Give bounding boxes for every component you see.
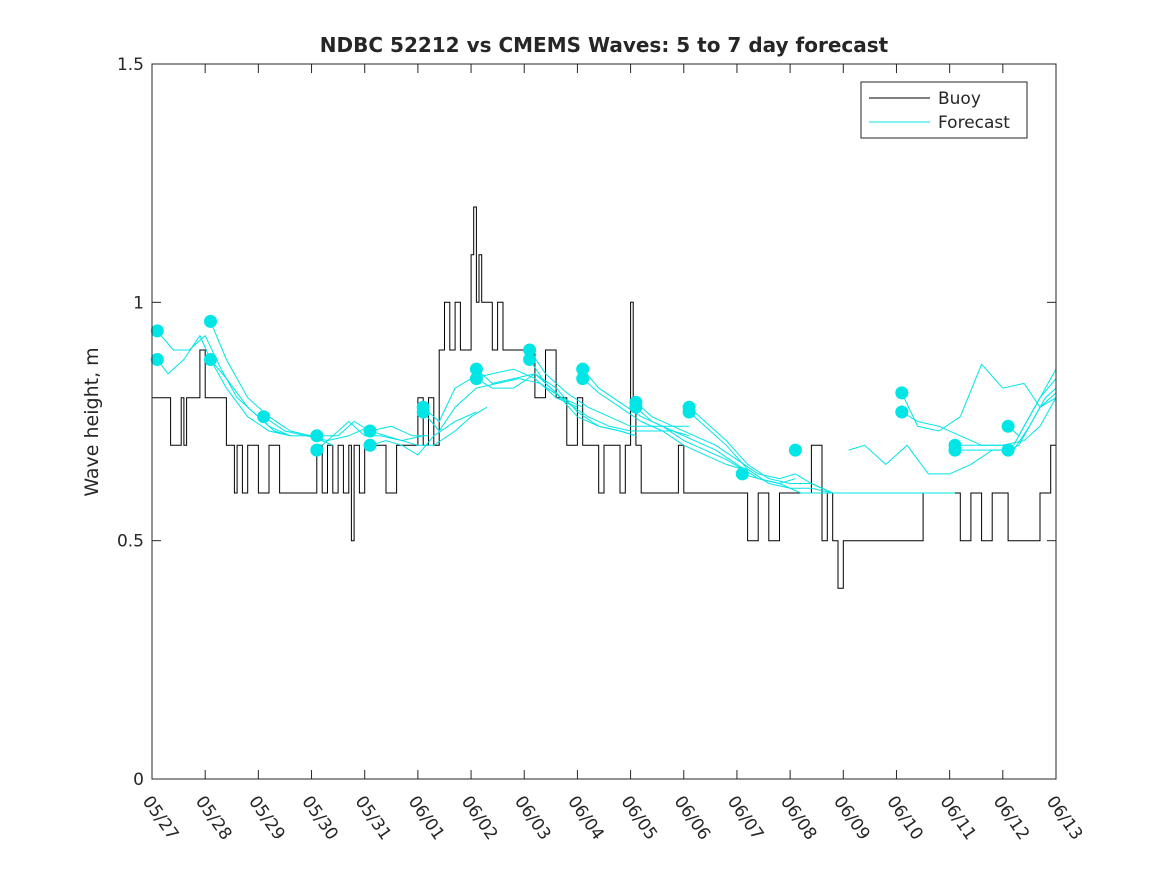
forecast-start-marker-18 bbox=[629, 400, 643, 414]
x-tick-label: 06/01 bbox=[404, 792, 448, 844]
forecast-start-marker-3 bbox=[204, 353, 217, 366]
axis-ticks: 00.511.505/27 05/28 05/29 05/30 05/31 06/01 06… bbox=[117, 55, 1086, 844]
forecast-start-marker-0 bbox=[150, 324, 164, 338]
forecast-start-marker-11 bbox=[469, 362, 483, 376]
legend: Buoy Forecast bbox=[860, 81, 1028, 139]
forecast-series-line-16 bbox=[582, 368, 743, 470]
forecast-series-line-15 bbox=[529, 359, 690, 437]
x-tick-label: 06/07 bbox=[723, 792, 767, 844]
forecast-start-marker-4 bbox=[257, 410, 271, 424]
forecast-start-marker-27 bbox=[1001, 419, 1015, 433]
forecast-series-line-18 bbox=[635, 402, 796, 480]
plot-area bbox=[150, 206, 1057, 589]
buoy-series-line bbox=[152, 206, 1057, 589]
x-tick-label: 06/05 bbox=[616, 792, 660, 844]
x-tick-label: 06/12 bbox=[989, 792, 1033, 844]
x-tick-label: 06/08 bbox=[776, 792, 820, 844]
forecast-series-line-9 bbox=[369, 411, 477, 456]
forecast-start-marker-15 bbox=[576, 362, 590, 376]
forecast-start-marker-26 bbox=[948, 443, 962, 457]
forecast-start-marker-7 bbox=[363, 424, 377, 438]
x-tick-label: 06/09 bbox=[829, 792, 873, 844]
forecast-series-line-14 bbox=[529, 349, 690, 427]
forecast-start-marker-16 bbox=[576, 372, 590, 386]
y-tick-label: 0 bbox=[133, 770, 144, 790]
forecast-start-marker-21 bbox=[735, 467, 749, 481]
x-tick-label: 06/06 bbox=[670, 792, 714, 844]
forecast-start-marker-13 bbox=[523, 343, 537, 357]
forecast-series-line-24 bbox=[848, 444, 1009, 475]
x-tick-label: 05/29 bbox=[244, 792, 288, 844]
x-tick-label: 06/11 bbox=[936, 792, 980, 844]
x-tick-label: 05/27 bbox=[138, 792, 182, 844]
forecast-series-line-23 bbox=[795, 473, 955, 494]
forecast-start-marker-14 bbox=[523, 353, 537, 366]
x-tick-label: 06/04 bbox=[563, 792, 607, 844]
y-axis-label: Wave height, m bbox=[81, 347, 103, 496]
forecast-start-marker-24 bbox=[895, 405, 909, 419]
forecast-series-line-30 bbox=[1007, 392, 1057, 451]
forecast-start-marker-6 bbox=[310, 443, 324, 457]
forecast-series-line-21 bbox=[688, 411, 849, 494]
forecast-start-marker-23 bbox=[895, 386, 909, 400]
forecast-start-marker-1 bbox=[150, 353, 164, 366]
forecast-start-marker-2 bbox=[204, 314, 217, 328]
x-tick-label: 06/02 bbox=[457, 792, 501, 844]
axes-box bbox=[151, 63, 1057, 780]
x-tick-label: 05/30 bbox=[297, 792, 341, 844]
forecast-series-line-20 bbox=[688, 406, 849, 494]
forecast-series-line-29 bbox=[1007, 378, 1057, 437]
x-tick-label: 06/10 bbox=[882, 792, 926, 844]
legend-label-forecast: Forecast bbox=[938, 113, 1010, 133]
x-tick-label: 06/13 bbox=[1042, 792, 1086, 844]
y-tick-label: 1.5 bbox=[117, 55, 144, 75]
forecast-start-marker-5 bbox=[310, 429, 324, 443]
forecast-series-line-17 bbox=[582, 378, 743, 470]
forecast-series-line-11 bbox=[422, 378, 583, 432]
y-tick-label: 0.5 bbox=[117, 532, 144, 552]
forecast-start-marker-10 bbox=[416, 405, 430, 419]
forecast-series-line-25 bbox=[901, 363, 1057, 432]
forecast-start-marker-22 bbox=[788, 443, 802, 457]
forecast-start-marker-8 bbox=[363, 438, 377, 452]
forecast-start-marker-20 bbox=[682, 405, 696, 419]
forecast-series-line-26 bbox=[901, 397, 1057, 446]
forecast-start-marker-12 bbox=[469, 372, 483, 386]
x-tick-label: 05/28 bbox=[191, 792, 235, 844]
legend-label-buoy: Buoy bbox=[938, 89, 981, 109]
chart-title: NDBC 52212 vs CMEMS Waves: 5 to 7 day fo… bbox=[320, 33, 889, 57]
legend-box bbox=[860, 81, 1028, 139]
y-tick-label: 1 bbox=[133, 293, 144, 313]
forecast-series-line-27 bbox=[955, 368, 1057, 446]
x-tick-label: 05/31 bbox=[351, 792, 395, 844]
forecast-start-marker-28 bbox=[1001, 443, 1015, 457]
forecast-series-line-10 bbox=[422, 368, 578, 423]
x-tick-label: 06/03 bbox=[510, 792, 554, 844]
